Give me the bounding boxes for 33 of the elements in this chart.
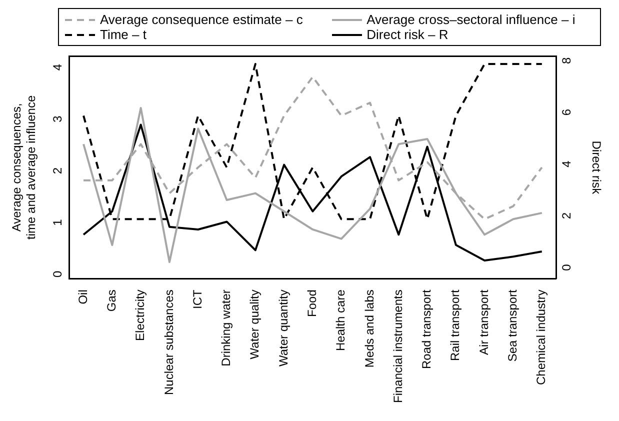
y2-tick-label: 6: [560, 108, 574, 116]
legend-label: Time – t: [100, 27, 146, 42]
x-tick-label: Health care: [334, 289, 348, 351]
x-tick-label: Food: [305, 290, 320, 317]
y-tick-label: 0: [50, 270, 65, 278]
y2-axis-title: Direct risk: [589, 140, 604, 196]
x-tick-label: Water quality: [248, 290, 262, 360]
y2-tick-label: 0: [560, 264, 574, 271]
x-tick-label: Gas: [104, 290, 118, 312]
y2-tick-label: 2: [560, 212, 574, 220]
legend-label: Average consequence estimate – c: [100, 12, 303, 27]
y-tick-label: 1: [50, 218, 65, 226]
y2-tick-label: 4: [560, 160, 574, 168]
legend-label: Direct risk – R: [366, 27, 448, 42]
x-tick-label: Air transport: [476, 288, 491, 355]
y2-tick-label: 8: [560, 56, 574, 64]
y-axis-title: Average consequences, time and average influence: [10, 95, 38, 240]
y-tick-label: 4: [50, 64, 65, 71]
x-tick-label: Oil: [76, 290, 90, 304]
x-tick-label: ICT: [190, 288, 204, 309]
x-tick-label: Rail transport: [448, 288, 462, 361]
x-tick-label: Financial instruments: [390, 290, 405, 404]
x-tick-label: Drinking water: [219, 290, 234, 366]
x-tick-label: Chemical industry: [534, 290, 548, 385]
x-tick-label: Water quantity: [276, 290, 290, 367]
x-tick-label: Nuclear substances: [162, 290, 176, 396]
y-tick-label: 2: [50, 167, 65, 174]
x-tick-label: Road transport: [420, 288, 434, 370]
legend-label: Average cross–sectoral influence – i: [366, 12, 576, 27]
y-tick-label: 3: [50, 115, 65, 122]
x-tick-label: Sea transport: [506, 288, 520, 362]
x-tick-label: Meds and labs: [362, 290, 376, 368]
x-tick-label: Electricity: [133, 290, 148, 341]
